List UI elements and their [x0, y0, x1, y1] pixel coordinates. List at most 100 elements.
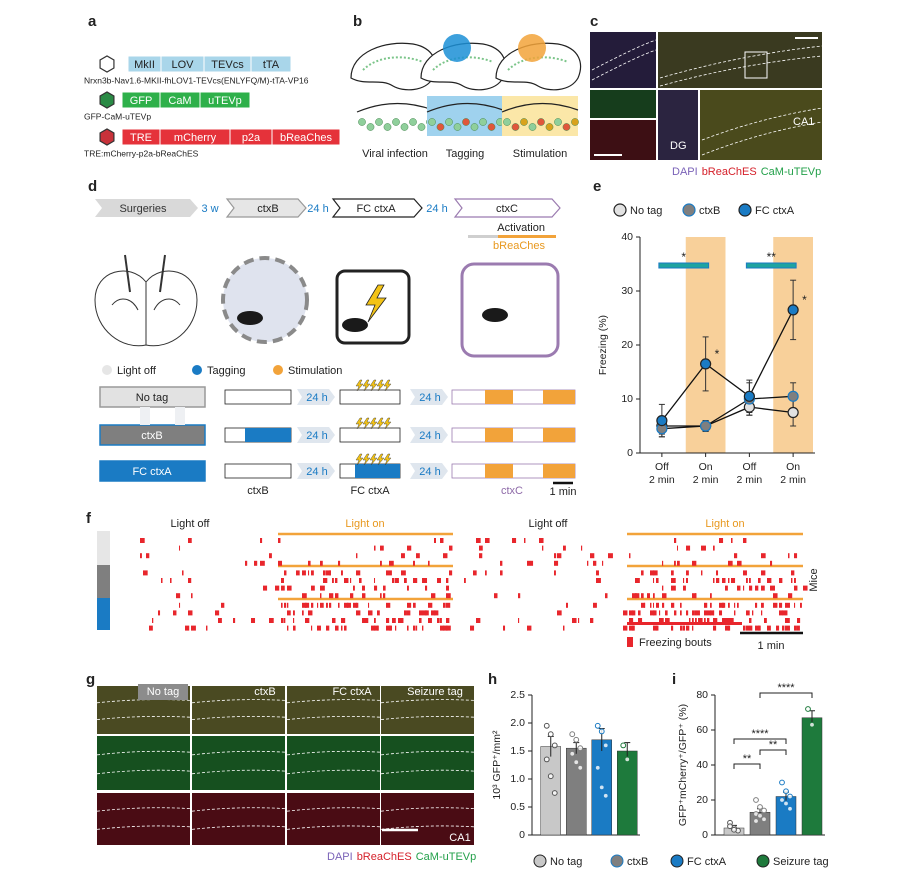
y-axis-label: Freezing (%): [597, 315, 609, 375]
raster-tick: [518, 593, 521, 599]
raster-tick: [686, 545, 691, 551]
raster-tick: [320, 585, 325, 591]
raster-tick: [485, 570, 487, 576]
construct-part-label: MkII: [134, 59, 155, 71]
connector: [175, 407, 185, 425]
raster-tick: [803, 585, 808, 591]
raster-tick: [428, 560, 430, 566]
raster-tick: [284, 618, 286, 623]
raster-tick: [377, 625, 379, 631]
stain-label: bReaChES: [702, 166, 757, 178]
session-ctxb: [224, 463, 292, 479]
raster-tick: [356, 553, 358, 559]
data-point: [543, 756, 550, 763]
raster-tick: [320, 560, 323, 566]
raster-tick: [401, 618, 404, 623]
shock-icon: [362, 379, 371, 392]
legend-label: No tag: [630, 205, 662, 217]
label-box: [138, 684, 188, 700]
raster-tick: [374, 578, 376, 583]
raster-tick: [245, 560, 248, 566]
raster-tick: [590, 553, 595, 559]
cell-layer-band: [286, 807, 381, 830]
raster-tick: [311, 625, 313, 631]
raster-tick: [218, 618, 222, 623]
raster-tick: [161, 578, 163, 583]
raster-tick: [782, 610, 786, 616]
raster-tick: [794, 578, 796, 583]
raster-tick: [440, 538, 444, 543]
cell: [436, 123, 445, 131]
raster-tick: [758, 578, 761, 583]
raster-tick: [638, 610, 641, 616]
raster-tick: [554, 553, 557, 559]
raster-tick: [524, 538, 526, 543]
cell: [428, 118, 436, 126]
raster-tick: [278, 560, 283, 566]
raster-tick: [215, 610, 220, 616]
raster-tick: [281, 618, 284, 623]
raster-tick: [788, 618, 790, 623]
raster-tick: [557, 553, 562, 559]
raster-tick: [674, 578, 676, 583]
interval-label: 24 h: [306, 466, 327, 478]
raster-tick: [773, 593, 778, 599]
data-point: [569, 750, 576, 757]
y-tick-label: 2.0: [510, 717, 525, 729]
raster-tick: [734, 602, 736, 608]
raster-tick: [401, 570, 406, 576]
raster-tick: [650, 602, 652, 608]
raster-tick: [737, 560, 742, 566]
raster-tick: [728, 618, 732, 623]
data-point: [757, 804, 763, 810]
raster-tick: [365, 618, 369, 623]
cell-layer-band: [96, 750, 191, 775]
legend-label: FC ctxA: [687, 856, 727, 868]
legend-label: ctxB: [699, 205, 720, 217]
raster-tick: [380, 545, 384, 551]
raster-tick: [392, 578, 395, 583]
stimulation-epoch: [543, 428, 575, 442]
raster-tick: [728, 578, 730, 583]
data-point: [727, 823, 733, 830]
interval-label: 24 h: [307, 203, 328, 215]
raster-tick: [629, 618, 634, 623]
cell: [487, 123, 496, 131]
raster-tick: [308, 610, 313, 616]
raster-tick: [476, 538, 481, 543]
raster-tick: [386, 602, 391, 608]
cell: [528, 123, 537, 131]
panel-letter: f: [86, 510, 92, 527]
raster-tick: [692, 610, 695, 616]
raster-tick: [773, 602, 778, 608]
data-point: [753, 797, 759, 803]
raster-tick: [779, 610, 783, 616]
raster-tick: [713, 545, 715, 551]
shock-icon: [355, 417, 364, 430]
raster-tick: [674, 560, 676, 566]
raster-tick: [335, 625, 339, 631]
cell-layer: [432, 56, 494, 71]
raster-tick: [686, 625, 690, 631]
cell: [445, 118, 453, 126]
raster-tick: [758, 625, 761, 631]
raster-tick: [302, 593, 307, 599]
interval-arrow: [297, 427, 335, 443]
raster-tick: [287, 610, 291, 616]
raster-tick: [593, 602, 597, 608]
data-point: [547, 773, 554, 780]
raster-tick: [764, 618, 767, 623]
raster-tick: [728, 625, 731, 631]
y-tick-label: 10: [621, 393, 633, 405]
raster-tick: [170, 578, 172, 583]
raster-tick: [371, 625, 376, 631]
raster-tick: [332, 578, 334, 583]
cell: [358, 118, 366, 126]
data-point: [787, 805, 793, 812]
raster-tick: [698, 618, 703, 623]
raster-tick: [677, 545, 679, 551]
tagging-epoch: [245, 428, 291, 442]
raster-tick: [413, 578, 418, 583]
raster-tick: [578, 618, 580, 623]
context-label: ctxB: [247, 485, 268, 497]
